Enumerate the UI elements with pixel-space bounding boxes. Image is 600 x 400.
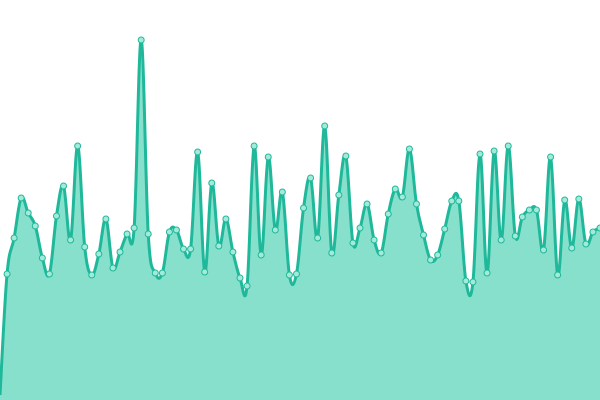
area-fill	[0, 39, 600, 400]
data-point	[67, 236, 75, 244]
data-point	[158, 269, 166, 277]
data-point	[568, 244, 576, 252]
data-point	[441, 225, 449, 233]
data-point	[215, 242, 223, 250]
data-point	[38, 254, 46, 262]
data-point	[285, 271, 293, 279]
data-point	[525, 206, 533, 214]
data-point	[307, 174, 315, 182]
data-point	[398, 193, 406, 201]
data-point	[504, 142, 512, 150]
data-point	[363, 200, 371, 208]
data-point	[194, 148, 202, 156]
data-point	[589, 228, 597, 236]
data-point	[497, 236, 505, 244]
data-point	[462, 277, 470, 285]
data-point	[448, 197, 456, 205]
data-point	[229, 248, 237, 256]
data-point	[342, 152, 350, 160]
data-point	[52, 212, 60, 220]
data-point	[271, 226, 279, 234]
data-point	[264, 153, 272, 161]
data-point	[257, 251, 265, 259]
data-point	[490, 147, 498, 155]
data-point	[208, 179, 216, 187]
data-point	[187, 245, 195, 253]
data-point	[95, 250, 103, 258]
data-point	[420, 231, 428, 239]
data-point	[575, 195, 583, 203]
data-point	[24, 209, 32, 217]
data-point	[3, 270, 11, 278]
data-point	[81, 243, 89, 251]
data-point	[455, 197, 463, 205]
data-point	[328, 249, 336, 257]
data-point	[412, 200, 420, 208]
data-point	[102, 215, 110, 223]
data-point	[130, 224, 138, 232]
data-point	[222, 215, 230, 223]
data-point	[151, 269, 159, 277]
data-point	[540, 246, 548, 254]
data-point	[596, 224, 600, 232]
data-point	[335, 191, 343, 199]
data-point	[384, 210, 392, 218]
data-point	[321, 122, 329, 130]
data-point	[17, 194, 25, 202]
data-point	[116, 248, 124, 256]
data-point	[476, 150, 484, 158]
data-point	[391, 185, 399, 193]
data-point	[292, 270, 300, 278]
data-point	[109, 264, 117, 272]
data-point	[349, 239, 357, 247]
data-point	[511, 232, 519, 240]
data-point	[236, 274, 244, 282]
data-point	[554, 271, 562, 279]
data-point	[377, 249, 385, 257]
data-point	[370, 236, 378, 244]
data-point	[31, 222, 39, 230]
data-point	[518, 213, 526, 221]
data-point	[561, 196, 569, 204]
data-point	[427, 256, 435, 264]
data-point	[582, 240, 590, 248]
data-point	[45, 270, 53, 278]
data-point	[314, 234, 322, 242]
data-point	[180, 245, 188, 253]
data-point	[172, 226, 180, 234]
data-point	[547, 153, 555, 161]
data-point	[74, 142, 82, 150]
data-point	[60, 182, 68, 190]
data-point	[123, 230, 131, 238]
data-point	[469, 278, 477, 286]
data-point	[201, 268, 209, 276]
data-point	[243, 282, 251, 290]
data-point	[88, 271, 96, 279]
data-point	[137, 36, 145, 44]
data-point	[434, 251, 442, 259]
data-point	[144, 230, 152, 238]
data-point	[165, 228, 173, 236]
data-point	[300, 204, 308, 212]
data-point	[356, 224, 364, 232]
data-point	[532, 206, 540, 214]
data-point	[405, 145, 413, 153]
data-point	[278, 188, 286, 196]
data-point	[250, 142, 258, 150]
data-point	[483, 269, 491, 277]
data-point	[10, 234, 18, 242]
